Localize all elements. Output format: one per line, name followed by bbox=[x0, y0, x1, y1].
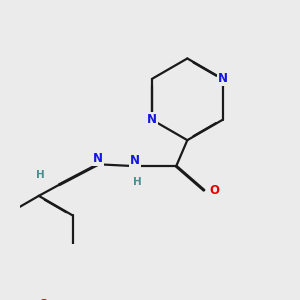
Text: O: O bbox=[209, 184, 219, 197]
Text: N: N bbox=[218, 72, 228, 86]
Text: N: N bbox=[93, 152, 103, 165]
Text: O: O bbox=[38, 298, 48, 300]
Text: N: N bbox=[147, 113, 157, 126]
Text: H: H bbox=[133, 177, 142, 187]
Text: N: N bbox=[130, 154, 140, 167]
Text: H: H bbox=[36, 170, 45, 180]
